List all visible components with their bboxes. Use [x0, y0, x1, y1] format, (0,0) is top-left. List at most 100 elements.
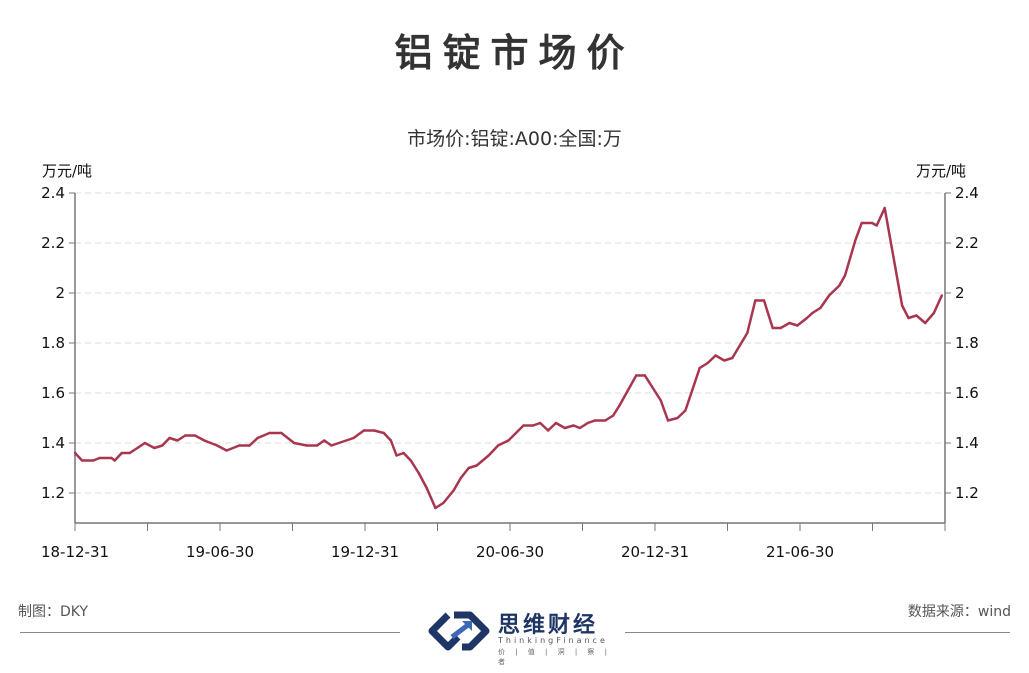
data-point — [900, 304, 904, 307]
data-point — [870, 221, 874, 225]
data-point — [618, 404, 621, 407]
data-point — [531, 424, 535, 427]
y-tick-label-right: 2.4 — [955, 184, 979, 202]
data-point — [487, 454, 490, 457]
data-point — [442, 501, 445, 505]
y-tick-label-right: 2 — [955, 284, 965, 302]
data-point — [323, 439, 326, 442]
data-point — [731, 356, 734, 360]
data-point — [762, 299, 766, 302]
price-line — [74, 206, 943, 510]
data-point — [434, 506, 437, 510]
data-point — [496, 444, 500, 447]
data-point — [563, 426, 566, 430]
logo-name-cn: 思维财经 — [498, 613, 599, 638]
data-point — [805, 316, 809, 320]
data-point — [507, 439, 510, 442]
data-point — [330, 444, 333, 447]
data-point — [143, 441, 147, 445]
data-point — [409, 459, 412, 462]
y-tick-label-right: 2.2 — [955, 234, 979, 252]
left-axis-unit: 万元/吨 — [42, 162, 93, 180]
footer-divider-left — [20, 632, 400, 633]
data-point — [373, 429, 376, 432]
data-point — [425, 486, 428, 490]
data-point — [113, 459, 116, 462]
y-tick-label-left: 1.6 — [41, 384, 65, 402]
data-point — [417, 471, 420, 475]
right-axis-unit: 万元/吨 — [916, 162, 967, 180]
data-point — [554, 421, 558, 425]
data-point — [110, 456, 113, 460]
y-tick-label-left: 1.8 — [41, 334, 65, 352]
logo-slogan: 价 | 值 | 洞 | 察 | 者 — [498, 648, 612, 666]
x-tick-label: 19-06-30 — [186, 543, 254, 561]
data-point — [659, 399, 663, 402]
line-chart: 1.2 1.2 1.4 1.4 1.6 1.6 1.8 1.8 2 2 2.2 2.2 2.4 2.4 18… — [41, 184, 979, 561]
data-point — [193, 434, 197, 437]
data-point — [128, 451, 131, 455]
data-point — [153, 446, 156, 450]
data-point — [215, 444, 219, 447]
data-point — [546, 429, 550, 432]
data-point — [684, 409, 687, 412]
data-point — [203, 439, 206, 442]
data-point — [280, 431, 283, 435]
logo-name-en: ThinkingFinance — [498, 636, 608, 645]
data-point — [168, 436, 171, 440]
data-point — [256, 436, 259, 440]
y-tick-label-left: 2 — [55, 284, 65, 302]
data-point — [467, 466, 470, 470]
data-point — [184, 434, 187, 437]
data-point — [586, 421, 589, 425]
data-point — [860, 221, 863, 225]
data-point — [754, 299, 757, 302]
data-point — [176, 439, 179, 442]
data-point — [593, 419, 597, 422]
y-tick-label-right: 1.2 — [955, 484, 979, 502]
data-point — [522, 424, 525, 427]
data-point — [676, 416, 679, 420]
data-point — [827, 294, 831, 297]
chart-title: 市场价:铝锭:A00:全国:万 — [407, 128, 622, 150]
data-point — [578, 426, 582, 430]
y-tick-label-right: 1.4 — [955, 434, 979, 452]
data-point — [73, 451, 77, 455]
data-point — [382, 431, 385, 435]
data-point — [635, 374, 638, 377]
data-point — [92, 459, 95, 462]
y-tick-label-right: 1.8 — [955, 334, 979, 352]
x-tick-label: 20-12-31 — [621, 543, 689, 561]
data-point — [572, 424, 575, 427]
data-point — [854, 239, 857, 242]
x-tick-label: 21-06-30 — [766, 543, 834, 561]
data-point — [883, 206, 886, 210]
data-point — [402, 451, 405, 455]
brand-logo: 思维财经 ThinkingFinance 价 | 值 | 洞 | 察 | 者 — [428, 605, 628, 666]
data-point — [604, 419, 607, 422]
data-point — [225, 449, 228, 452]
data-point — [811, 311, 814, 315]
x-tick-label: 18-12-31 — [41, 543, 109, 561]
data-point — [706, 361, 709, 365]
data-point — [923, 321, 927, 325]
data-point — [779, 326, 782, 330]
author-label: 制图：DKY — [18, 604, 89, 620]
data-point — [352, 436, 355, 440]
data-point — [746, 331, 749, 335]
data-point — [248, 444, 251, 447]
data-point — [538, 421, 542, 425]
data-point — [819, 306, 822, 310]
source-label: 数据来源：wind — [907, 604, 1011, 620]
data-point — [161, 444, 164, 447]
data-point — [611, 414, 615, 417]
data-point — [389, 439, 393, 442]
footer-divider-right — [625, 632, 1010, 633]
data-point — [838, 284, 841, 287]
data-point — [843, 274, 847, 277]
y-tick-label-left: 2.2 — [41, 234, 65, 252]
x-tick-label: 19-12-31 — [331, 543, 399, 561]
data-point — [80, 459, 84, 462]
data-point — [723, 359, 726, 362]
